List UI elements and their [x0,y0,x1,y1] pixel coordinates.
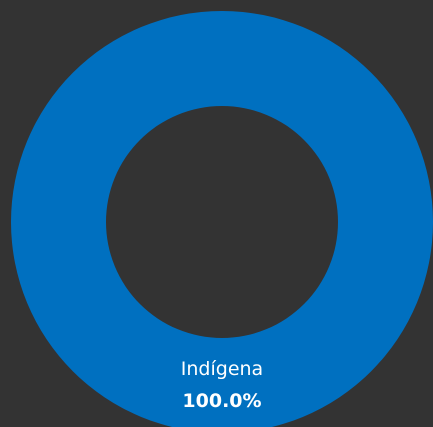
slice-label: Indígena [181,358,263,380]
donut-slice [11,11,433,427]
slice-value-label: 100.0% [182,390,261,412]
